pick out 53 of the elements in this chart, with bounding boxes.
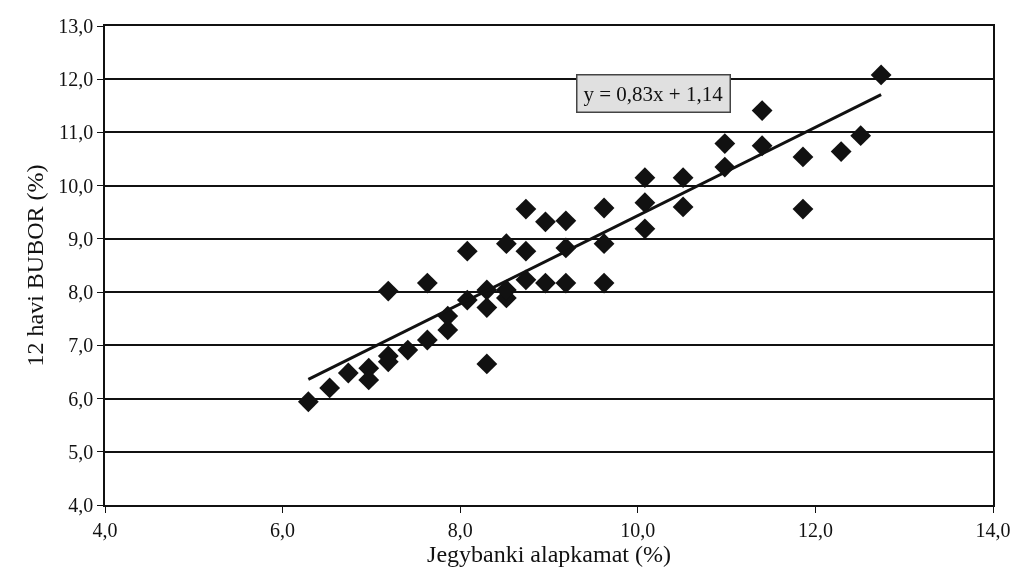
point <box>377 280 399 302</box>
point <box>672 196 694 218</box>
y-tick-label: 7,0 <box>68 334 94 357</box>
point <box>535 272 556 294</box>
annotation: y = 0,83x + 1,14 <box>583 81 724 106</box>
point <box>416 329 438 351</box>
point <box>792 198 814 220</box>
y-tick-label: 10,0 <box>58 174 94 197</box>
point <box>397 339 419 361</box>
point <box>593 272 615 294</box>
x-tick-label: 6,0 <box>270 518 296 541</box>
y-tick-label: 4,0 <box>68 494 94 516</box>
point <box>634 167 656 189</box>
point <box>535 211 556 233</box>
x-tick-label: 14,0 <box>975 518 1011 541</box>
point <box>870 64 892 86</box>
x-tick-label: 10,0 <box>620 518 656 541</box>
point <box>456 240 478 262</box>
point <box>593 233 615 255</box>
point <box>751 135 773 157</box>
point <box>476 353 498 375</box>
point <box>555 272 577 294</box>
point <box>593 197 615 219</box>
y-tick-label: 8,0 <box>68 281 94 304</box>
point <box>297 391 319 413</box>
point <box>751 100 773 122</box>
y-tick-label: 11,0 <box>58 121 94 144</box>
point <box>515 198 537 220</box>
point <box>319 377 341 399</box>
point <box>495 233 517 255</box>
point <box>416 272 438 294</box>
point <box>337 362 359 384</box>
y-tick-label: 6,0 <box>68 387 94 410</box>
point <box>515 269 537 291</box>
point <box>830 141 852 162</box>
point <box>634 192 656 214</box>
x-tick-label: 12,0 <box>797 518 833 541</box>
point <box>515 240 537 262</box>
point <box>792 146 814 168</box>
y-tick-label: 5,0 <box>68 440 94 463</box>
point <box>476 297 498 318</box>
point <box>850 125 872 147</box>
point <box>634 218 656 240</box>
point <box>714 133 736 155</box>
y-tick-label: 12,0 <box>58 68 94 91</box>
y-axis-title: 12 havi BUBOR (%) <box>21 164 48 367</box>
x-tick-label: 4,0 <box>92 518 118 541</box>
point <box>672 167 694 189</box>
y-tick-label: 9,0 <box>68 227 94 250</box>
x-axis-title: Jegybanki alapkamat (%) <box>427 540 671 567</box>
y-tick-label: 13,0 <box>58 15 94 37</box>
point <box>555 210 577 232</box>
x-tick-label: 8,0 <box>447 518 473 541</box>
